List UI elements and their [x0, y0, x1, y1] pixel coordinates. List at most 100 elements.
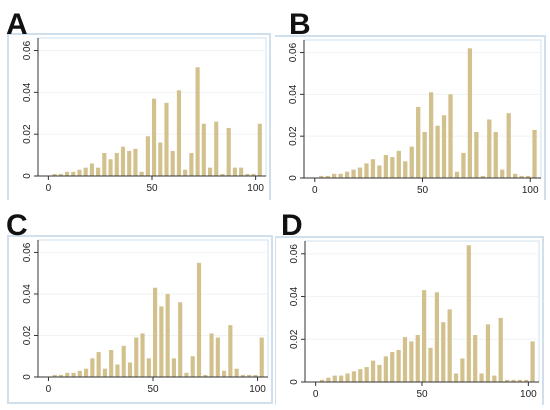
- plot-area: [304, 240, 540, 383]
- bar: [52, 173, 57, 176]
- bar: [247, 374, 252, 377]
- bar: [351, 169, 356, 178]
- bar: [332, 375, 337, 382]
- bar: [416, 106, 421, 178]
- bar: [114, 153, 119, 176]
- bar: [487, 119, 492, 178]
- bar: [96, 352, 101, 377]
- bar: [383, 356, 388, 382]
- bar: [89, 163, 94, 176]
- chart-c: 0 0.02 0.04 0.06 0 50 100: [7, 235, 273, 404]
- bar: [165, 293, 170, 377]
- bar: [500, 169, 505, 178]
- bar: [222, 370, 227, 377]
- chart-a: 0 0.02 0.04 0.06 0 50 100: [7, 33, 271, 203]
- bar: [493, 132, 498, 178]
- bar: [377, 165, 382, 178]
- bar: [357, 167, 363, 178]
- bar: [245, 173, 250, 176]
- y-tick-label: 0.06: [22, 40, 33, 60]
- y-tick-label: 0.04: [22, 82, 33, 102]
- bar: [383, 155, 389, 178]
- bar: [145, 136, 150, 176]
- bar: [519, 175, 524, 178]
- bar: [121, 345, 126, 377]
- y-tick-label: 0.04: [289, 286, 300, 306]
- bar: [83, 167, 88, 176]
- bar: [402, 337, 408, 382]
- bar: [428, 347, 433, 382]
- bar: [251, 173, 256, 176]
- bar: [517, 379, 522, 382]
- bar: [159, 306, 164, 377]
- bar: [338, 173, 343, 178]
- bar: [120, 146, 126, 176]
- bar: [183, 169, 188, 176]
- bar: [513, 173, 518, 178]
- bar: [345, 373, 350, 382]
- bar: [189, 153, 194, 176]
- bar: [364, 367, 369, 382]
- bar: [453, 373, 459, 382]
- x-tick-label: 50: [146, 183, 158, 194]
- panel-a: A 0 0.02 0.04 0.06 0 50 100: [0, 0, 275, 203]
- panel-d: D 0 0.02 0.04 0.06 0 50 100: [274, 205, 550, 409]
- bar: [473, 335, 478, 382]
- plot-area: [303, 39, 542, 179]
- bar: [415, 335, 420, 382]
- bar: [127, 362, 133, 377]
- bar: [409, 146, 414, 178]
- bar: [511, 379, 516, 382]
- y-tick-label: 0.04: [22, 284, 33, 304]
- bar: [441, 115, 447, 178]
- x-tick-label: 0: [46, 183, 52, 194]
- bar: [396, 349, 401, 382]
- bar: [454, 171, 460, 178]
- bar: [90, 358, 95, 377]
- bar: [480, 175, 485, 178]
- bar: [146, 358, 151, 377]
- bar: [319, 175, 324, 178]
- bar: [109, 350, 114, 377]
- bar: [64, 171, 70, 176]
- y-tick-label: 0.06: [288, 42, 299, 62]
- bar: [178, 302, 183, 377]
- bar: [232, 167, 237, 176]
- x-tick-label: 0: [46, 384, 52, 395]
- bar: [448, 94, 453, 178]
- bar: [152, 98, 157, 176]
- bar: [215, 337, 220, 377]
- bar: [435, 125, 440, 178]
- y-tick-label: 0.02: [289, 329, 300, 349]
- bar: [153, 287, 158, 377]
- panel-label-c: C: [6, 209, 28, 242]
- bar: [460, 358, 465, 382]
- bar: [58, 374, 64, 377]
- bar: [467, 48, 473, 179]
- bar: [485, 324, 491, 382]
- bar: [171, 358, 176, 377]
- y-tick-label: 0.02: [22, 325, 33, 345]
- bar: [77, 370, 82, 377]
- bar: [422, 132, 427, 178]
- bar: [396, 150, 401, 178]
- panel-b: B 0 0.02 0.04 0.06 0 50 100: [273, 0, 550, 205]
- bar: [134, 337, 139, 377]
- bar: [108, 159, 113, 176]
- bar: [403, 161, 408, 178]
- x-tick-label: 0: [313, 389, 319, 400]
- y-tick-label: 0: [288, 175, 299, 181]
- bar: [339, 375, 344, 382]
- bar: [504, 379, 510, 382]
- bar: [209, 333, 214, 377]
- bar: [207, 167, 213, 176]
- y-tick-label: 0.06: [22, 242, 33, 262]
- bar: [461, 152, 466, 178]
- bar: [139, 171, 144, 176]
- plot-area: [37, 37, 267, 177]
- bar: [203, 374, 208, 377]
- bar: [170, 150, 175, 176]
- bar: [77, 169, 82, 176]
- bar: [196, 262, 202, 377]
- bar: [530, 341, 535, 382]
